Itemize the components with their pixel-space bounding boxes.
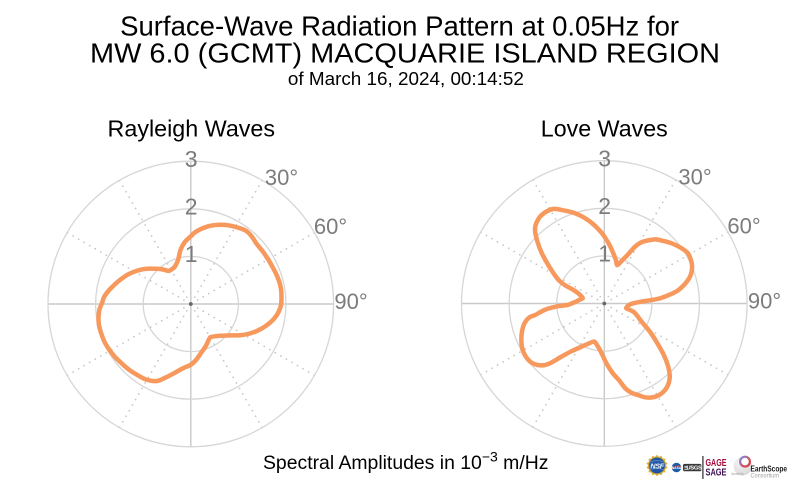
svg-text:Consortium: Consortium	[751, 472, 780, 479]
svg-text:Operated by: Operated by	[731, 472, 744, 476]
svg-text:90°: 90°	[334, 289, 367, 314]
svg-text:☰: ☰	[684, 465, 689, 470]
svg-text:MW 6.0 (GCMT) MACQUARIE ISLAND: MW 6.0 (GCMT) MACQUARIE ISLAND REGION	[90, 38, 720, 69]
svg-text:30°: 30°	[678, 164, 711, 189]
svg-text:SAGE: SAGE	[706, 467, 727, 478]
svg-text:Spectral Amplitudes in 10−3 m/: Spectral Amplitudes in 10−3 m/Hz	[263, 449, 548, 475]
svg-text:GAGE: GAGE	[706, 458, 727, 469]
svg-text:NASA: NASA	[672, 466, 682, 470]
svg-text:NSF: NSF	[650, 461, 664, 470]
svg-text:EarthScope: EarthScope	[751, 464, 788, 473]
svg-text:1: 1	[598, 241, 611, 267]
svg-text:2: 2	[598, 193, 611, 219]
svg-text:3: 3	[598, 145, 611, 171]
svg-text:2: 2	[185, 194, 198, 220]
svg-text:3: 3	[185, 146, 198, 172]
svg-text:90°: 90°	[748, 289, 781, 314]
svg-text:of March 16, 2024, 00:14:52: of March 16, 2024, 00:14:52	[288, 68, 524, 89]
svg-text:Surface-Wave Radiation Pattern: Surface-Wave Radiation Pattern at 0.05Hz…	[120, 10, 679, 41]
svg-text:Love Waves: Love Waves	[541, 115, 668, 141]
svg-text:60°: 60°	[727, 213, 760, 238]
svg-text:USGS: USGS	[686, 466, 702, 472]
svg-text:30°: 30°	[265, 165, 298, 190]
svg-text:60°: 60°	[314, 214, 347, 239]
svg-text:1: 1	[185, 241, 198, 267]
svg-text:Rayleigh Waves: Rayleigh Waves	[108, 115, 276, 141]
